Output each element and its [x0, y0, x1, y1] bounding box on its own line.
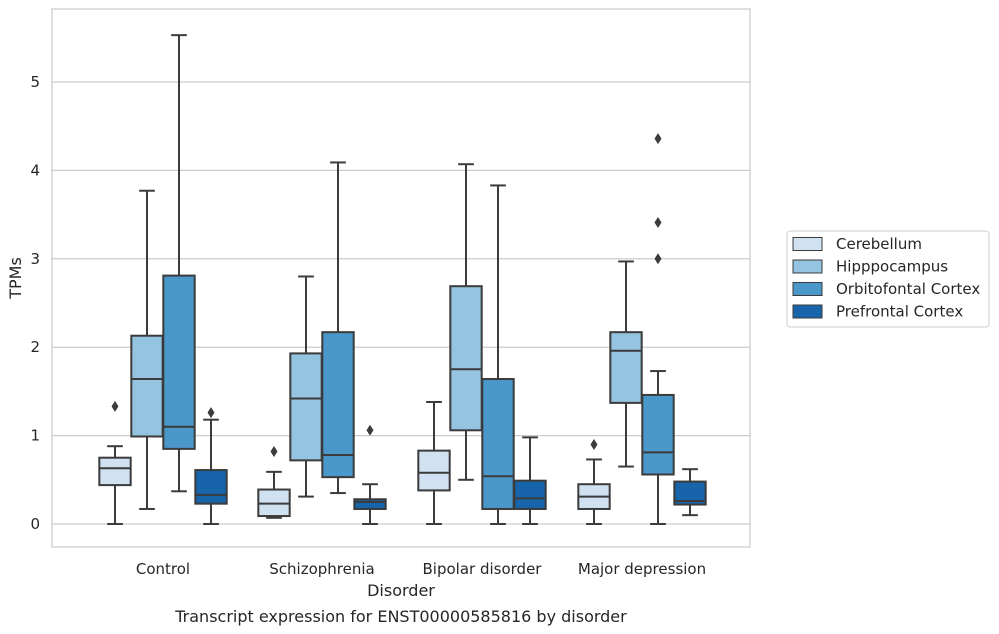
box — [513, 479, 547, 510]
outlier-point — [654, 133, 662, 145]
box-plot — [162, 34, 196, 493]
legend-label: Cerebellum — [836, 235, 922, 253]
legend: Cerebellum Hipppocampus Orbitofontal Corte… — [786, 230, 990, 328]
x-tick-label: Schizophrenia — [269, 560, 374, 578]
legend-label: Prefrontal Cortex — [836, 303, 963, 321]
box-plot — [194, 407, 228, 525]
box-plot — [481, 184, 515, 525]
y-tick-label: 1 — [30, 427, 40, 445]
x-axis-title: Disorder — [367, 581, 435, 600]
outlier-point — [366, 424, 374, 436]
y-axis-title: TPMs — [6, 257, 25, 300]
legend-label: Orbitofontal Cortex — [836, 280, 980, 298]
box — [481, 378, 515, 510]
y-tick-label: 4 — [30, 161, 40, 179]
box-plot — [609, 260, 643, 468]
box — [194, 469, 228, 505]
box-plot — [321, 161, 355, 495]
legend-swatch — [792, 259, 823, 274]
box-plot — [98, 400, 132, 525]
box-plot — [353, 424, 387, 525]
box — [609, 331, 643, 404]
legend-swatch — [792, 282, 823, 296]
legend-frame — [786, 230, 990, 328]
plot-frame — [51, 8, 751, 548]
x-tick-labels: Control Schizophrenia Bipolar disorder Majo… — [136, 560, 706, 578]
box — [130, 334, 164, 438]
box — [673, 480, 707, 506]
outlier-point — [270, 446, 278, 458]
figure-caption: Transcript expression for ENST0000058581… — [174, 607, 627, 626]
box-plot — [449, 163, 483, 481]
box-plot — [641, 133, 675, 525]
outlier-point — [654, 253, 662, 265]
x-tick-label: Control — [136, 560, 190, 578]
x-tick-label: Bipolar disorder — [423, 560, 543, 578]
box — [353, 498, 387, 510]
y-tick-label: 3 — [30, 250, 40, 268]
legend-swatch — [792, 304, 823, 319]
box-plot — [289, 275, 323, 498]
box — [162, 274, 196, 450]
box — [641, 393, 675, 476]
legend-label: Hipppocampus — [836, 258, 948, 276]
x-tick-label: Major depression — [578, 560, 706, 578]
box-plot — [417, 401, 451, 525]
box — [289, 352, 323, 462]
box — [449, 285, 483, 432]
y-tick-label: 0 — [30, 515, 40, 533]
box — [321, 331, 355, 479]
box-plot — [513, 436, 547, 525]
outlier-point — [111, 400, 119, 412]
y-tick-label: 2 — [30, 338, 40, 356]
box — [98, 456, 132, 487]
box-plot — [673, 468, 707, 517]
y-tick-labels: 0 1 2 3 4 5 — [30, 73, 40, 533]
legend-swatch — [792, 237, 823, 251]
box-plots — [98, 34, 707, 525]
outlier-point — [654, 217, 662, 229]
box — [417, 449, 451, 492]
outlier-point — [207, 407, 215, 419]
outlier-point — [590, 438, 598, 450]
box-plot — [257, 446, 291, 519]
box-plot — [577, 438, 611, 525]
y-tick-label: 5 — [30, 73, 40, 91]
box-plot — [130, 189, 164, 510]
